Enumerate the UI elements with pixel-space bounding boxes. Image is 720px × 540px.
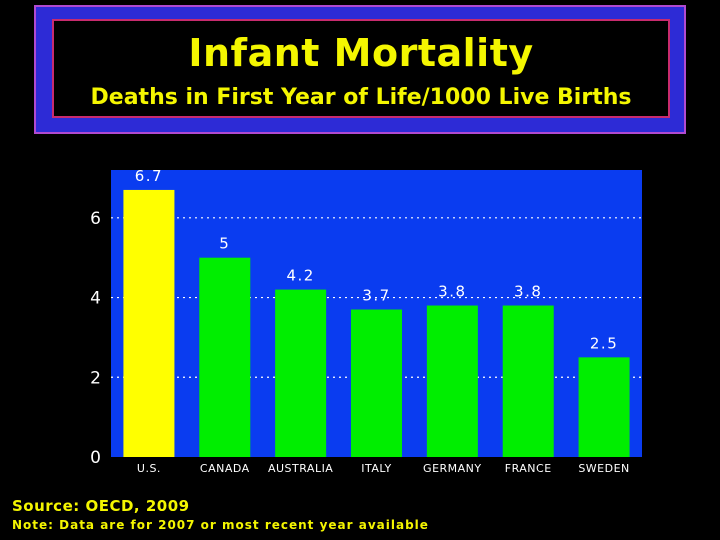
bar xyxy=(123,189,175,458)
title-banner-inner: Infant Mortality Deaths in First Year of… xyxy=(52,19,670,118)
data-note: Note: Data are for 2007 or most recent y… xyxy=(12,518,429,532)
bar xyxy=(578,357,630,457)
data-label: 6.7 xyxy=(135,167,163,185)
bar xyxy=(351,309,402,457)
y-tick-label: 2 xyxy=(90,368,101,388)
x-tick-label: SWEDEN xyxy=(578,462,629,475)
source-note: Source: OECD, 2009 xyxy=(12,497,190,515)
chart-subtitle: Deaths in First Year of Life/1000 Live B… xyxy=(90,85,632,110)
x-tick-label: GERMANY xyxy=(423,462,482,475)
data-label: 3.8 xyxy=(514,283,542,301)
data-label: 4.2 xyxy=(286,267,314,285)
data-label: 5 xyxy=(219,235,230,253)
x-tick-label: ITALY xyxy=(361,462,392,475)
bar xyxy=(275,289,327,457)
data-label: 3.8 xyxy=(438,283,466,301)
x-tick-label: CANADA xyxy=(200,462,250,475)
x-tick-label: FRANCE xyxy=(505,462,552,475)
data-label: 3.7 xyxy=(362,287,390,305)
bar xyxy=(502,305,554,457)
bar xyxy=(426,305,478,457)
chart-title: Infant Mortality xyxy=(188,31,534,75)
y-tick-label: 6 xyxy=(90,209,101,229)
y-tick-label: 4 xyxy=(90,289,101,309)
x-tick-label: AUSTRALIA xyxy=(268,462,333,475)
x-tick-label: U.S. xyxy=(137,462,161,475)
data-label: 2.5 xyxy=(590,334,618,352)
title-banner: Infant Mortality Deaths in First Year of… xyxy=(34,5,686,134)
y-tick-label: 0 xyxy=(90,448,101,468)
bar xyxy=(199,257,251,457)
